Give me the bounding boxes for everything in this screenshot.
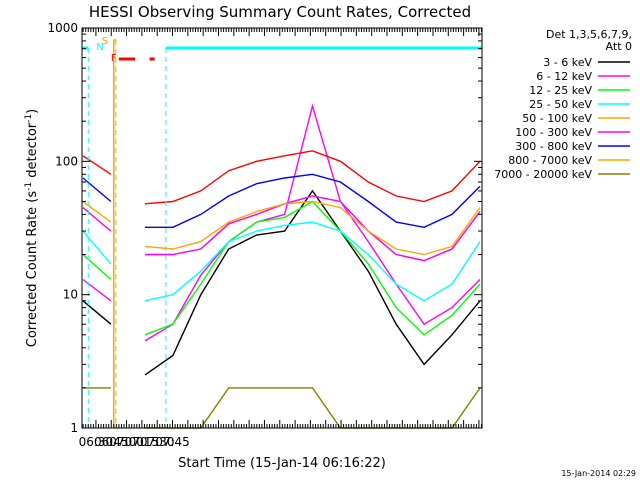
x-tick-label: 07:00 [109,435,144,449]
legend-label-4: 50 - 100 keV [522,112,592,125]
plot-frame [81,27,483,429]
trace-series-0 [82,189,481,376]
y-axis: 1 10 100 1000 [47,21,482,435]
saa-flag-label: S [102,36,108,47]
x-tick-label: 07:30 [140,435,175,449]
y-tick-label: 100 [55,154,78,168]
trace-series-5 [82,195,481,262]
legend-label-6: 300 - 800 keV [515,140,592,153]
x-axis-label: Start Time (15-Jan-14 06:16:22) [178,456,386,471]
night-flag-label: N [96,42,103,53]
legend-label-0: 3 - 6 keV [543,56,592,69]
observing-flags: NSF [82,36,482,428]
trace-series-1 [82,103,481,342]
legend-label-3: 25 - 50 keV [529,98,592,111]
y-tick-label: 10 [63,288,78,302]
trace-series-7 [82,200,481,256]
flare-flag-label: F [111,53,117,64]
plot-traces [82,103,481,429]
footer-timestamp: 15-Jan-2014 02:29 [561,469,636,478]
trace-red [82,150,481,205]
trace-series-3 [82,221,481,302]
x-tick-label: 07:15 [125,435,160,449]
x-tick-label: 06:45 [94,435,129,449]
trace-series-2 [82,200,481,336]
legend-label-8: 7000 - 20000 keV [494,168,592,181]
x-tick-label: 06:30 [79,435,114,449]
trace-series-8 [83,387,481,429]
legend-label-2: 12 - 25 keV [529,84,592,97]
legend-header-detectors: Det 1,3,5,6,7,9, [546,28,632,41]
trace-series-6 [82,173,481,229]
legend-header-attenuator: Att 0 [606,40,632,53]
x-tick-label: 07:45 [155,435,190,449]
legend-label-5: 100 - 300 keV [515,126,592,139]
legend-label-7: 800 - 7000 keV [508,154,592,167]
y-axis-label: Corrected Count Rate (s-1 detector-1) [24,109,40,347]
legend-label-1: 6 - 12 keV [536,70,592,83]
chart-title: HESSI Observing Summary Count Rates, Cor… [89,3,471,21]
y-tick-label: 1000 [47,21,78,35]
y-tick-label: 1 [70,421,78,435]
